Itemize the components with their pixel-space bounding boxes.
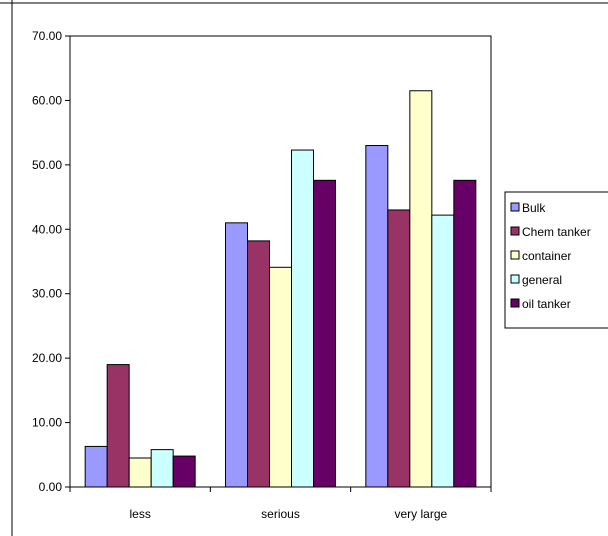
y-tick-label: 70.00 <box>32 29 62 43</box>
y-tick-label: 30.00 <box>32 287 62 301</box>
legend-label: Bulk <box>522 201 546 215</box>
bar-general-serious <box>291 149 314 488</box>
legend-swatch <box>510 274 520 284</box>
legend-swatch <box>510 226 520 236</box>
legend-label: container <box>522 249 571 263</box>
legend-swatch <box>510 298 520 308</box>
legend-label: Chem tanker <box>522 225 591 239</box>
bar-container-very-large <box>409 90 433 488</box>
y-tick-label: 20.00 <box>32 351 62 365</box>
legend-box <box>504 191 608 329</box>
bar-oil-tanker-very-large <box>453 179 477 488</box>
legend: Bulk Chem tanker container general oil tanke… <box>504 191 608 329</box>
x-tick-label: less <box>129 507 150 521</box>
bar-bulk-serious <box>225 222 248 488</box>
plot-area: 0.00 10.00 20.00 30.00 40.00 50.00 60.00 70.00 l… <box>32 29 492 521</box>
y-tick-label: 50.00 <box>32 158 62 172</box>
bar-chem-tanker-less <box>106 364 130 488</box>
bar-container-less <box>128 457 152 488</box>
y-tick-label: 0.00 <box>39 480 63 494</box>
legend-swatch <box>510 250 520 260</box>
y-tick-label: 10.00 <box>32 416 62 430</box>
bar-container-serious <box>269 266 292 488</box>
bar-general-less <box>150 449 174 488</box>
legend-label: general <box>522 273 562 287</box>
bar-chem-tanker-serious <box>247 240 270 488</box>
legend-swatch <box>510 202 520 212</box>
legend-label: oil tanker <box>522 297 571 311</box>
x-tick-label: serious <box>261 507 300 521</box>
y-tick-label: 40.00 <box>32 222 62 236</box>
bar-oil-tanker-serious <box>313 179 336 488</box>
x-tick-label: very large <box>394 507 447 521</box>
bar-bulk-very-large <box>365 145 389 488</box>
bar-bulk-less <box>84 445 108 488</box>
bar-chem-tanker-very-large <box>387 209 411 488</box>
bar-general-very-large <box>431 214 455 488</box>
bar-oil-tanker-less <box>172 455 196 488</box>
y-tick-label: 60.00 <box>32 93 62 107</box>
